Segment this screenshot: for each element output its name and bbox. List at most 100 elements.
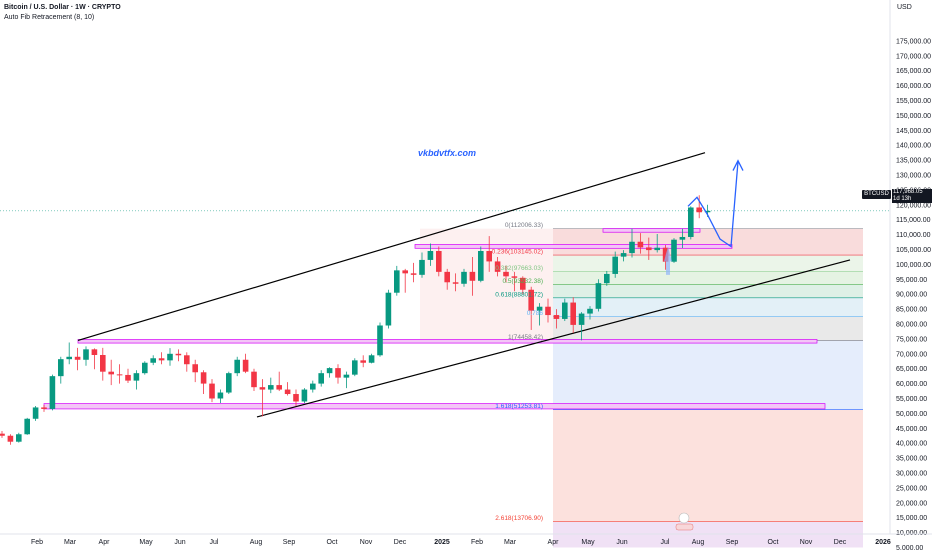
candle-body [503,271,509,277]
candle-body [175,353,182,356]
candle-body [83,349,89,360]
fib-zone [553,255,863,272]
candle-body [570,302,576,325]
fib-zone [553,297,863,317]
x-tick-label: Aug [692,539,705,546]
candle-body [335,368,341,378]
y-tick-label: 145,000.00 [896,128,931,135]
x-tick-label: Sep [726,539,739,546]
candle-body [679,236,686,240]
y-tick-label: 140,000.00 [896,143,931,150]
candle-body [7,435,14,442]
fib-label: 1(74458.42) [508,334,543,341]
candle-body [688,207,694,237]
candle-body [452,282,459,284]
y-tick-label: 105,000.00 [896,247,931,254]
candle-body [66,356,72,360]
candle-body [629,241,635,254]
x-tick-label: Dec [394,539,407,546]
horizontal-zone [602,228,701,233]
candle-body [444,271,450,283]
x-tick-label: 2025 [434,539,450,546]
horizontal-zone [77,339,818,344]
up-arrow-marker [664,246,672,275]
fib-zone [553,521,863,548]
candle-body [108,371,114,375]
candle-body [234,359,240,374]
candle-body [419,259,425,275]
currency-label[interactable]: USD [897,4,912,11]
candle-body [553,315,560,319]
y-tick-label: 35,000.00 [896,456,927,463]
candle-body [587,308,593,314]
x-tick-label: Jun [174,539,185,546]
bar-countdown: 1d 13h [893,196,912,202]
candle-body [133,373,140,381]
y-tick-label: 5,000.00 [896,545,923,550]
y-tick-label: 85,000.00 [896,307,927,314]
candle-body [326,368,333,374]
last-price: 117,968.05 [893,189,923,195]
lower-trendline [256,259,851,418]
candle-body [394,270,400,293]
fib-label: 0.382(97663.03) [495,265,543,272]
y-tick-label: 60,000.00 [896,381,927,388]
candle-body [494,261,501,272]
fib-zones [420,228,863,548]
x-tick-label: Oct [768,539,779,546]
candle-body [58,359,64,377]
y-tick-label: 100,000.00 [896,262,931,269]
fib-zone [553,409,863,522]
candle-body [654,247,660,251]
fib-zone [553,316,863,341]
candle-body [184,355,190,365]
y-tick-label: 30,000.00 [896,471,927,478]
last-price-tag: 117,968.05 1d 13h [892,189,932,203]
candle-body [32,407,39,419]
candle-body [125,374,131,381]
x-tick-label: Apr [99,539,111,546]
candle-body [545,306,551,316]
x-tick-label: Jul [661,539,670,546]
y-tick-label: 155,000.00 [896,98,931,105]
y-tick-label: 135,000.00 [896,158,931,165]
fib-zone [553,340,863,410]
candle-body [150,358,156,363]
candle-body [620,253,627,257]
upper-trendline [77,152,706,341]
event-icon [678,512,690,524]
candle-body [0,433,5,436]
candle-body [436,250,442,272]
fib-label: 0.236(103145.02) [492,249,543,256]
candle-body [461,271,467,284]
y-tick-label: 170,000.00 [896,53,931,60]
x-tick-label: May [581,539,595,546]
y-tick-label: 160,000.00 [896,83,931,90]
y-tick-label: 90,000.00 [896,292,927,299]
x-tick-label: May [139,539,153,546]
candle-body [209,383,215,399]
x-axis-ticks: Feb Mar Apr May Jun Jul Aug Sep Oct Nov Dec 2025 Feb… [0,533,932,546]
horizontal-zone [414,244,733,249]
y-tick-label: 20,000.00 [896,500,927,507]
fib-labels: 0(112006.33) 0.236(103145.02) 0.382(97663.… [492,222,544,522]
candle-body [528,289,534,311]
fib-label: 0.786 [527,310,544,317]
candle-body [612,256,618,274]
fib-zone [553,228,863,256]
candle-body [116,374,123,376]
x-tick-label: Feb [471,539,483,546]
x-tick-label: Nov [800,539,813,546]
x-tick-label: Mar [504,539,517,546]
watermark-text: vkbdvtfx.com [418,148,477,158]
candle-body [293,394,299,402]
candle-body [217,392,224,399]
candle-body [91,349,98,355]
candle-body [360,360,366,363]
candle-body [696,207,702,213]
candles [0,195,711,445]
y-tick-label: 45,000.00 [896,426,927,433]
x-tick-label: Oct [327,539,338,546]
candle-body [276,385,282,390]
